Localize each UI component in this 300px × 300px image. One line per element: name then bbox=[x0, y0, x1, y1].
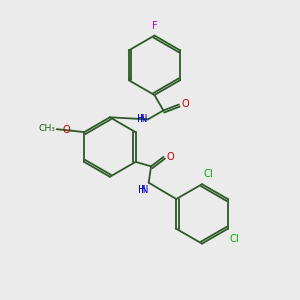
Text: O: O bbox=[62, 125, 70, 135]
Text: H: H bbox=[137, 114, 145, 124]
Text: CH₃: CH₃ bbox=[38, 124, 55, 133]
Text: N: N bbox=[141, 185, 149, 195]
Text: N: N bbox=[140, 114, 147, 124]
Text: F: F bbox=[152, 20, 157, 31]
Text: O: O bbox=[182, 99, 189, 109]
Text: Cl: Cl bbox=[204, 169, 214, 179]
Text: Cl: Cl bbox=[230, 234, 239, 244]
Text: O: O bbox=[166, 152, 174, 162]
Text: H: H bbox=[138, 185, 146, 195]
